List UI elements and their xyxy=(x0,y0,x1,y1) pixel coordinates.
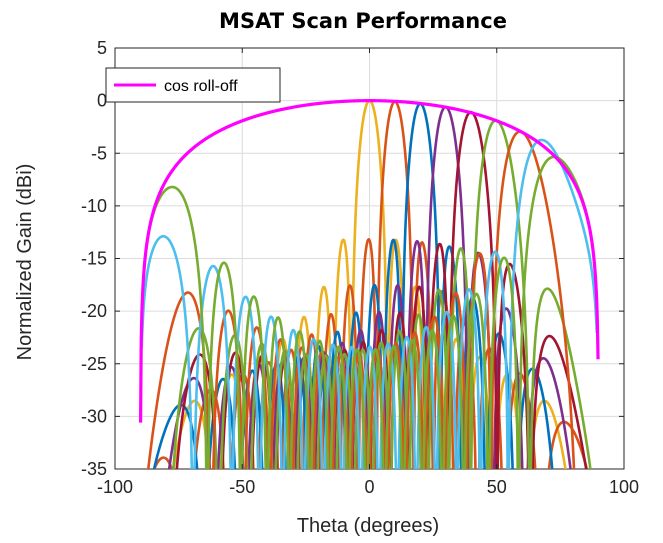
legend: cos roll-off xyxy=(105,67,281,103)
y-axis-label: Normalized Gain (dBi) xyxy=(14,164,36,361)
pattern-series-70deg xyxy=(140,138,599,469)
x-tick-label: 0 xyxy=(364,477,374,497)
x-tick-label: 100 xyxy=(609,477,639,497)
y-tick-label: -25 xyxy=(81,354,107,374)
y-tick-label: -35 xyxy=(81,459,107,479)
envelope-group xyxy=(138,99,600,423)
x-tick-label: 50 xyxy=(487,477,507,497)
legend-label-cos-roll-off: cos roll-off xyxy=(164,78,238,95)
y-tick-label: 5 xyxy=(97,38,107,58)
chart-title: MSAT Scan Performance xyxy=(219,9,507,33)
y-tick-label: -30 xyxy=(81,406,107,426)
y-tick-label: -5 xyxy=(91,143,107,163)
y-tick-label: -15 xyxy=(81,249,107,269)
y-tick-label: 0 xyxy=(97,91,107,111)
pattern-series-78deg xyxy=(140,155,599,469)
y-tick-label: -20 xyxy=(81,301,107,321)
x-axis-label: Theta (degrees) xyxy=(297,515,439,537)
y-tick-label: -10 xyxy=(81,196,107,216)
x-tick-label: -50 xyxy=(229,477,255,497)
envelope-cos-roll-off-line xyxy=(138,99,600,423)
x-tick-label: -100 xyxy=(97,477,133,497)
